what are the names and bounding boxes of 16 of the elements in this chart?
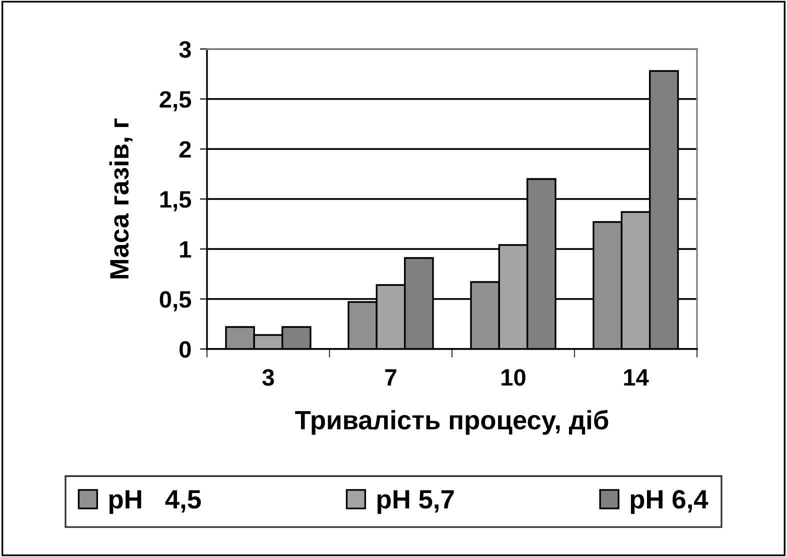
- x-axis-title: Тривалість процесу, діб: [295, 410, 608, 435]
- y-axis-title: Маса газів, г: [109, 118, 133, 278]
- legend-label: pH 5,7: [377, 490, 454, 514]
- y-tick-label: 1: [180, 241, 192, 258]
- x-tick-label: 3: [262, 369, 274, 386]
- y-tick-label: 3: [179, 41, 191, 58]
- x-tick-label: 14: [624, 369, 649, 386]
- y-tick-label: 1,5: [160, 191, 192, 212]
- y-tick-label: 0: [180, 341, 191, 358]
- y-tick-label: 2: [179, 141, 191, 158]
- y-tick-label: 0,5: [160, 291, 192, 312]
- legend-label: pH 4,5: [109, 490, 201, 514]
- legend-label: pH 6,4: [630, 490, 708, 514]
- x-tick-label: 10: [502, 369, 526, 386]
- x-tick-label: 7: [385, 369, 396, 386]
- y-tick-label: 2,5: [160, 91, 192, 112]
